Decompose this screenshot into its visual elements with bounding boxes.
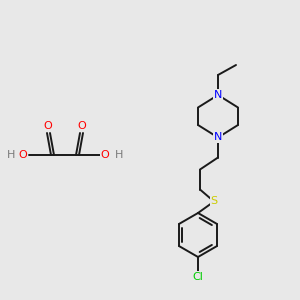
Text: O: O [100, 150, 109, 160]
Text: O: O [78, 121, 86, 131]
Text: O: O [19, 150, 27, 160]
Text: N: N [214, 133, 222, 142]
Text: S: S [210, 196, 218, 206]
Text: H: H [115, 150, 123, 160]
Text: O: O [44, 121, 52, 131]
Text: N: N [214, 90, 222, 100]
Text: H: H [7, 150, 15, 160]
Text: Cl: Cl [193, 272, 203, 282]
